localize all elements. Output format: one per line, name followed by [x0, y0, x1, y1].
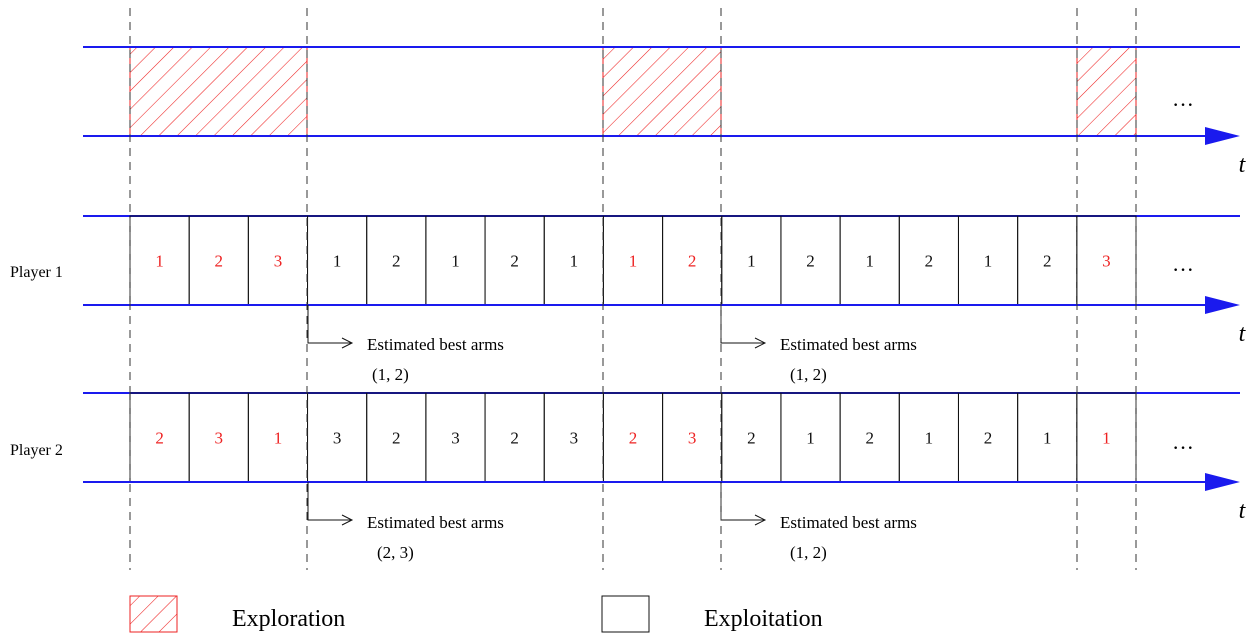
player-1-continuation: ··· [1172, 257, 1194, 282]
player-2-continuation: ··· [1172, 435, 1194, 460]
estimate-arms: (2, 3) [377, 543, 414, 562]
player-2-row: 2 3 1 3 2 3 2 3 2 3 2 1 2 1 2 1 1 Player 2 ··· t Estimat… [10, 392, 1247, 562]
arm-label: 3 [451, 429, 460, 448]
arm-label: 2 [510, 252, 519, 271]
arm-label: 1 [155, 252, 164, 271]
arm-label: 2 [392, 429, 401, 448]
estimate-annotation: Estimated best arms (2, 3) [307, 482, 504, 562]
phase-band: ··· t [83, 46, 1247, 178]
legend-exploration-swatch [129, 595, 178, 633]
estimate-text: Estimated best arms [367, 335, 504, 354]
arm-label: 2 [925, 252, 934, 271]
exploration-segment [1076, 46, 1137, 137]
estimate-arms: (1, 2) [790, 365, 827, 384]
estimate-arms: (1, 2) [372, 365, 409, 384]
player-1-row: 1 2 3 1 2 1 2 1 1 2 1 2 1 2 1 2 3 Player 1 ··· t Estimat… [10, 215, 1247, 384]
estimate-arrow [720, 305, 767, 349]
arm-label: 2 [629, 429, 638, 448]
time-arrowhead [1205, 296, 1240, 314]
arm-label: 1 [984, 252, 993, 271]
arm-label: 2 [747, 429, 756, 448]
estimate-text: Estimated best arms [367, 513, 504, 532]
exploitation-segment [721, 47, 1077, 136]
arm-label: 3 [1102, 252, 1111, 271]
estimate-annotation: Estimated best arms (1, 2) [307, 305, 504, 384]
estimate-text: Estimated best arms [780, 513, 917, 532]
arm-label: 1 [333, 252, 342, 271]
arm-label: 1 [1102, 429, 1111, 448]
arm-label: 1 [451, 252, 460, 271]
estimate-arrow [720, 482, 767, 526]
arm-label: 3 [333, 429, 342, 448]
exploration-segment [129, 46, 308, 137]
arm-label: 2 [510, 429, 519, 448]
arm-label: 3 [274, 252, 283, 271]
estimate-annotation: Estimated best arms (1, 2) [720, 305, 917, 384]
player-1-label: Player 1 [10, 264, 63, 281]
arm-label: 2 [806, 252, 815, 271]
arm-label: 2 [688, 252, 697, 271]
exploitation-segment [307, 47, 603, 136]
time-arrowhead [1205, 127, 1240, 145]
arm-label: 3 [570, 429, 579, 448]
arm-label: 1 [865, 252, 874, 271]
arm-label: 1 [274, 429, 283, 448]
estimate-text: Estimated best arms [780, 335, 917, 354]
arm-label: 1 [806, 429, 815, 448]
estimate-annotation: Estimated best arms (1, 2) [720, 482, 917, 562]
player-2-time-label: t [1239, 498, 1247, 524]
legend: Exploration Exploitation [129, 595, 823, 633]
arm-label: 2 [155, 429, 164, 448]
arm-label: 1 [570, 252, 579, 271]
arm-label: 1 [925, 429, 934, 448]
band-continuation: ··· [1172, 92, 1194, 117]
arm-label: 3 [688, 429, 697, 448]
arm-label: 2 [865, 429, 874, 448]
time-arrowhead [1205, 473, 1240, 491]
legend-exploitation-swatch [601, 595, 650, 633]
arm-label: 2 [984, 429, 993, 448]
arm-label: 1 [1043, 429, 1052, 448]
phase-dividers [129, 8, 1137, 570]
estimate-arrow [307, 482, 354, 526]
estimate-arms: (1, 2) [790, 543, 827, 562]
arm-label: 1 [747, 252, 756, 271]
arm-label: 1 [629, 252, 638, 271]
exploration-segment [602, 46, 722, 137]
arm-label: 2 [392, 252, 401, 271]
estimate-arrow [307, 305, 354, 349]
player-2-label: Player 2 [10, 442, 63, 459]
arm-label: 2 [1043, 252, 1052, 271]
legend-exploration-label: Exploration [232, 606, 345, 632]
arm-label: 3 [215, 429, 224, 448]
band-time-label: t [1239, 152, 1247, 178]
player-1-time-label: t [1239, 321, 1247, 347]
legend-exploitation-label: Exploitation [704, 606, 823, 632]
arm-label: 2 [215, 252, 224, 271]
